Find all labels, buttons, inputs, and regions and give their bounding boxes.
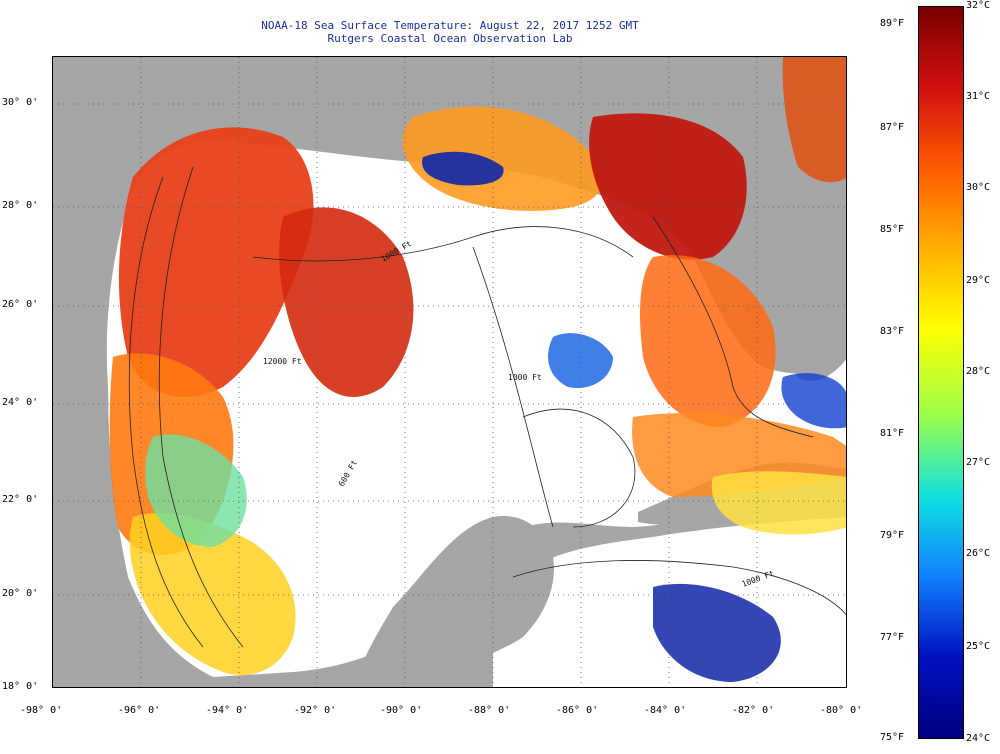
- sst-map-canvas: 1000 Ft 1000 Ft 600 Ft 12000 Ft 1000 Ft: [53, 57, 846, 687]
- yucatan-land: [353, 516, 554, 687]
- fahrenheit-tick-label: 77°F: [880, 632, 905, 643]
- y-tick-label: 30° 0': [2, 97, 39, 108]
- fahrenheit-tick-label: 75°F: [880, 732, 905, 743]
- sst-patch-central: [279, 207, 414, 397]
- sst-patch-florida-coast: [589, 113, 747, 260]
- sst-map: 1000 Ft 1000 Ft 600 Ft 12000 Ft 1000 Ft: [52, 56, 847, 688]
- celsius-tick-label: 27°C: [966, 457, 991, 468]
- celsius-tick-label: 30°C: [966, 182, 991, 193]
- fahrenheit-tick-label: 79°F: [880, 530, 905, 541]
- x-tick-label: -98° 0': [20, 705, 63, 716]
- y-tick-label: 18° 0': [2, 681, 39, 692]
- x-tick-label: -80° 0': [820, 705, 863, 716]
- contour-yucatan: [522, 408, 636, 528]
- contour-label: 1000 Ft: [508, 373, 542, 382]
- contour-caribbean: [512, 560, 846, 616]
- fahrenheit-tick-label: 87°F: [880, 122, 905, 133]
- fahrenheit-tick-label: 81°F: [880, 428, 905, 439]
- fahrenheit-tick-label: 83°F: [880, 326, 905, 337]
- x-tick-label: -88° 0': [468, 705, 511, 716]
- x-tick-label: -94° 0': [206, 705, 249, 716]
- celsius-tick-label: 25°C: [966, 641, 991, 652]
- y-tick-label: 28° 0': [2, 200, 39, 211]
- sst-patch-cuba-north: [711, 471, 846, 535]
- sst-patch-bay-campeche: [129, 513, 296, 676]
- x-tick-label: -82° 0': [732, 705, 775, 716]
- sst-data-layer: [109, 57, 846, 682]
- contour-label: 12000 Ft: [263, 357, 302, 366]
- celsius-tick-label: 26°C: [966, 548, 991, 559]
- fahrenheit-tick-label: 89°F: [880, 18, 905, 29]
- x-tick-label: -84° 0': [644, 705, 687, 716]
- sst-patch-nw: [118, 127, 314, 398]
- sst-patch-caribbean-cold: [653, 583, 781, 682]
- x-tick-label: -96° 0': [118, 705, 161, 716]
- temperature-colorbar: [918, 6, 964, 739]
- x-tick-label: -90° 0': [380, 705, 423, 716]
- fahrenheit-tick-label: 85°F: [880, 224, 905, 235]
- contour-deep-west: [158, 166, 244, 648]
- celsius-tick-label: 32°C: [966, 0, 991, 11]
- contour-loop: [472, 246, 554, 528]
- graticule: [53, 57, 846, 687]
- sst-patch-cold-gulf: [548, 333, 613, 388]
- sst-patch-atlantic: [782, 57, 846, 183]
- map-title: NOAA-18 Sea Surface Temperature: August …: [261, 19, 639, 32]
- sst-patch-cool-south: [145, 434, 247, 547]
- contour-north: [252, 226, 634, 262]
- y-tick-label: 22° 0': [2, 494, 39, 505]
- bathymetry-contours: [128, 166, 846, 648]
- sst-patch-west-florida: [640, 255, 776, 427]
- north-coast-land: [53, 57, 773, 227]
- y-tick-label: 26° 0': [2, 299, 39, 310]
- sst-patch-keys: [781, 373, 846, 429]
- celsius-tick-label: 24°C: [966, 733, 991, 744]
- x-tick-label: -92° 0': [294, 705, 337, 716]
- celsius-tick-label: 29°C: [966, 275, 991, 286]
- celsius-tick-label: 31°C: [966, 91, 991, 102]
- y-tick-label: 24° 0': [2, 397, 39, 408]
- celsius-tick-label: 28°C: [966, 366, 991, 377]
- y-tick-label: 20° 0': [2, 588, 39, 599]
- contour-florida-shelf: [652, 216, 814, 438]
- x-tick-label: -86° 0': [556, 705, 599, 716]
- sst-patch-louisiana: [402, 106, 603, 211]
- map-subtitle: Rutgers Coastal Ocean Observation Lab: [327, 32, 573, 45]
- sst-patch-cold-north: [422, 151, 504, 186]
- contour-shelf-west: [128, 176, 204, 648]
- mexico-land: [53, 187, 222, 687]
